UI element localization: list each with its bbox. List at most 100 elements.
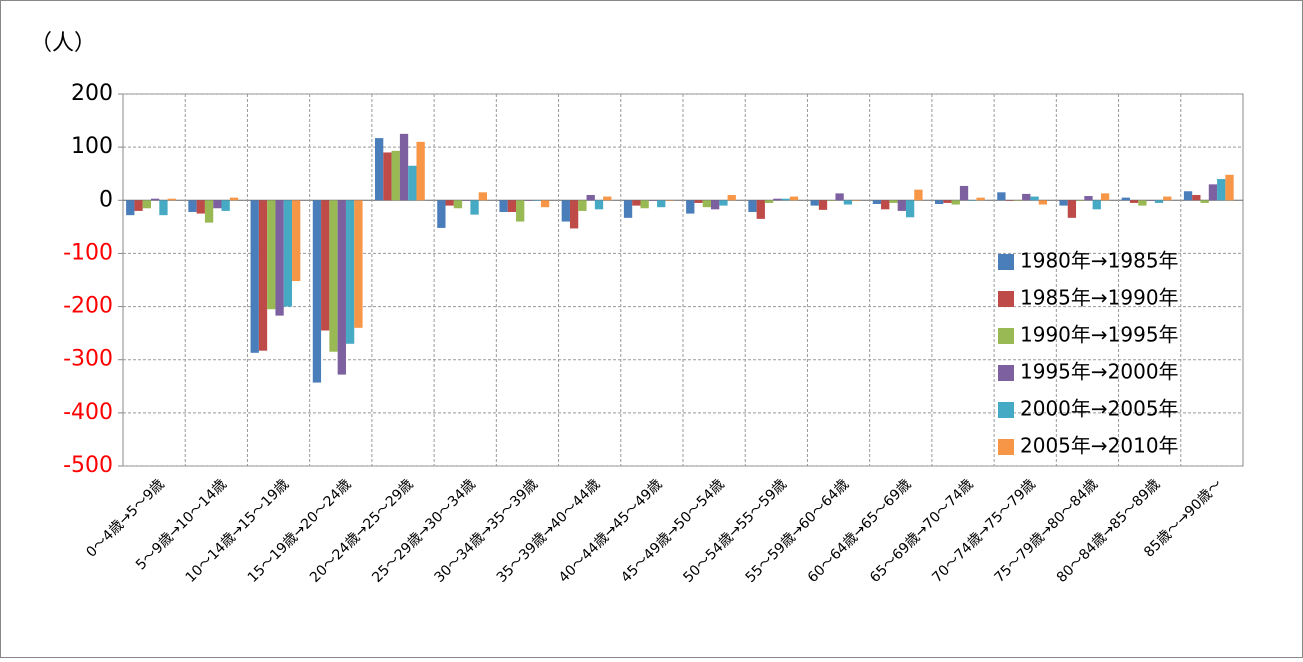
bar (345, 200, 355, 344)
y-tick-label: -300 (63, 347, 113, 372)
bar (997, 192, 1006, 201)
bar (623, 200, 633, 218)
legend-label: 1990年→1995年 (1020, 323, 1179, 347)
legend-swatch (998, 328, 1014, 344)
bar (1183, 191, 1193, 201)
bar (586, 194, 595, 201)
bar (159, 200, 168, 216)
bar (499, 200, 508, 212)
legend-swatch (998, 254, 1014, 270)
bar (258, 200, 268, 351)
bar (516, 200, 525, 222)
bar (329, 200, 338, 352)
bar (1121, 197, 1130, 201)
bar (905, 200, 915, 218)
bar (764, 200, 774, 203)
bar (1138, 200, 1147, 206)
bar (976, 197, 985, 201)
bar (250, 200, 259, 353)
bar (221, 200, 230, 211)
bar (1067, 200, 1077, 218)
legend-label: 1985年→1990年 (1020, 286, 1179, 310)
bar (781, 198, 790, 201)
bar (532, 200, 541, 201)
bar (727, 194, 736, 201)
bar (204, 200, 214, 223)
bar (657, 200, 666, 208)
bar (267, 200, 276, 310)
bar (959, 185, 969, 201)
y-tick-label: 200 (71, 81, 113, 106)
bar (1200, 200, 1209, 203)
bar (453, 200, 463, 209)
bar (283, 200, 293, 307)
bar (935, 200, 944, 205)
bar (126, 200, 135, 216)
bar (375, 138, 384, 201)
legend-label: 1980年→1985年 (1020, 249, 1179, 273)
bar (852, 200, 861, 201)
bar (1208, 184, 1218, 201)
y-tick-label: -100 (63, 240, 113, 265)
bar (789, 196, 799, 201)
bar (312, 200, 322, 383)
bar (462, 200, 471, 201)
legend-swatch (998, 439, 1014, 455)
bar (632, 200, 641, 206)
legend-label: 2000年→2005年 (1020, 397, 1179, 421)
bar (391, 150, 400, 201)
bar (1022, 193, 1031, 201)
bar (1013, 200, 1023, 201)
bar (507, 200, 517, 212)
bar (213, 200, 222, 209)
bar (810, 200, 819, 206)
bar (881, 200, 890, 210)
bar (889, 200, 898, 203)
bar (1084, 196, 1093, 201)
bar (196, 200, 205, 214)
bar (1154, 200, 1164, 203)
bar (561, 200, 570, 222)
bar (827, 200, 836, 201)
bar (416, 141, 425, 201)
bar (321, 200, 330, 331)
bar (1225, 174, 1234, 201)
bar (818, 200, 828, 210)
bar (1059, 200, 1068, 206)
bar (603, 196, 612, 201)
bar (578, 200, 587, 211)
y-tick-label: 100 (71, 134, 113, 159)
y-tick-label: -500 (63, 453, 113, 478)
bar (1100, 193, 1110, 201)
bar (897, 200, 906, 211)
bar (1217, 179, 1226, 201)
bar (773, 198, 782, 201)
bar (1163, 196, 1172, 201)
bar (229, 197, 239, 201)
bar (648, 200, 658, 201)
bar (1030, 196, 1039, 201)
bar (843, 200, 853, 205)
bar (702, 200, 711, 208)
bar (524, 200, 533, 201)
bar (134, 200, 143, 211)
bar (399, 133, 409, 201)
bar (437, 200, 446, 228)
bar (383, 152, 392, 201)
bar (1076, 200, 1085, 201)
y-tick-label: -200 (63, 294, 113, 319)
bar (914, 189, 923, 201)
bar (569, 200, 579, 229)
bar (408, 165, 417, 201)
bar (686, 200, 695, 214)
bar (1005, 200, 1014, 201)
bar (470, 200, 479, 215)
bar (1038, 200, 1047, 205)
bar (151, 198, 160, 201)
bar (167, 198, 176, 201)
bar (640, 200, 649, 209)
bar (292, 200, 301, 282)
bar (756, 200, 765, 219)
